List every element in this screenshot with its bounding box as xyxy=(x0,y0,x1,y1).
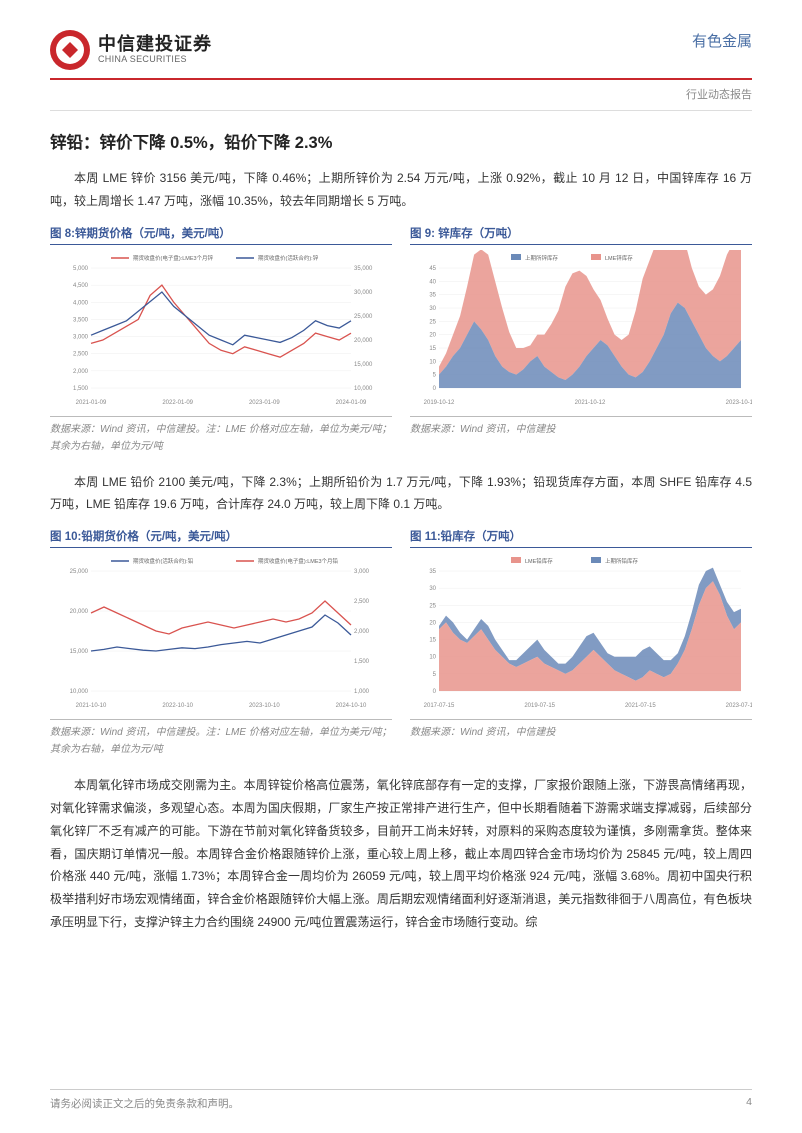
svg-text:2022-01-09: 2022-01-09 xyxy=(162,400,193,406)
svg-text:25: 25 xyxy=(429,603,436,609)
svg-text:LME锌库存: LME锌库存 xyxy=(605,254,633,262)
svg-text:2,500: 2,500 xyxy=(354,599,370,605)
svg-text:20,000: 20,000 xyxy=(70,609,89,615)
svg-text:期货收盘价(活跃合约):铅: 期货收盘价(活跃合约):铅 xyxy=(133,557,194,565)
svg-text:20,000: 20,000 xyxy=(354,338,373,344)
svg-text:0: 0 xyxy=(433,386,437,392)
svg-text:35: 35 xyxy=(429,569,436,575)
svg-text:15,000: 15,000 xyxy=(70,649,89,655)
svg-text:35: 35 xyxy=(429,292,436,298)
svg-text:15,000: 15,000 xyxy=(354,362,373,368)
svg-text:2023-10-10: 2023-10-10 xyxy=(249,703,280,709)
svg-text:2023-10-12: 2023-10-12 xyxy=(726,400,752,406)
svg-text:30: 30 xyxy=(429,306,436,312)
paragraph-3: 本周氧化锌市场成交刚需为主。本周锌锭价格高位震荡，氧化锌底部存有一定的支撑，厂家… xyxy=(50,774,752,934)
chart9-source: 数据来源：Wind 资讯，中信建投 xyxy=(410,416,752,455)
sector-tag: 有色金属 xyxy=(692,33,752,50)
svg-text:2021-10-10: 2021-10-10 xyxy=(76,703,107,709)
chart9: 0 5 10 15 20 25 30 35 40 45 2019-10-12 2021-10-12 20… xyxy=(410,250,752,410)
chart11: 0 5 10 15 20 25 30 35 2017-07-15 2019-07-15 2021-0… xyxy=(410,553,752,713)
chart8-source: 数据来源：Wind 资讯，中信建投。注：LME 价格对应左轴，单位为美元/吨；其… xyxy=(50,416,392,455)
chart10-source: 数据来源：Wind 资讯，中信建投。注：LME 价格对应左轴，单位为美元/吨；其… xyxy=(50,719,392,758)
svg-text:15: 15 xyxy=(429,346,436,352)
svg-text:2023-01-09: 2023-01-09 xyxy=(249,400,280,406)
svg-text:1,500: 1,500 xyxy=(73,386,89,392)
svg-text:4,000: 4,000 xyxy=(73,300,89,306)
chart10-title: 图 10:铅期货价格（元/吨，美元/吨） xyxy=(50,528,392,548)
chart11-source: 数据来源：Wind 资讯，中信建投 xyxy=(410,719,752,758)
chart9-title: 图 9: 锌库存（万吨） xyxy=(410,225,752,245)
svg-text:20: 20 xyxy=(429,332,436,338)
svg-text:2021-10-12: 2021-10-12 xyxy=(575,400,606,406)
footer: 请务必阅读正文之后的免责条款和声明。 4 xyxy=(50,1089,752,1111)
svg-text:3,000: 3,000 xyxy=(73,334,89,340)
svg-text:3,500: 3,500 xyxy=(73,317,89,323)
svg-text:4,500: 4,500 xyxy=(73,283,89,289)
chart8: 1,500 2,000 2,500 3,000 3,500 4,000 4,500 5,000… xyxy=(50,250,392,410)
svg-text:25: 25 xyxy=(429,319,436,325)
svg-text:20: 20 xyxy=(429,621,436,627)
svg-text:期货收盘价(电子盘):LME3个月铅: 期货收盘价(电子盘):LME3个月铅 xyxy=(258,557,339,565)
brand-cn: 中信建投证券 xyxy=(98,35,212,55)
svg-text:2,000: 2,000 xyxy=(73,368,89,374)
svg-text:25,000: 25,000 xyxy=(354,314,373,320)
logo-icon xyxy=(50,30,90,70)
paragraph-1: 本周 LME 锌价 3156 美元/吨，下降 0.46%；上期所锌价为 2.54… xyxy=(50,167,752,213)
svg-text:2021-07-15: 2021-07-15 xyxy=(625,703,656,709)
svg-text:2024-01-09: 2024-01-09 xyxy=(336,400,367,406)
svg-text:上期所锌库存: 上期所锌库存 xyxy=(525,254,559,262)
svg-text:45: 45 xyxy=(429,266,436,272)
page-number: 4 xyxy=(746,1096,752,1111)
svg-text:5: 5 xyxy=(433,372,437,378)
svg-text:2023-07-15: 2023-07-15 xyxy=(726,703,752,709)
chart10: 10,000 15,000 20,000 25,000 1,000 1,500 2,000 2… xyxy=(50,553,392,713)
svg-text:1,500: 1,500 xyxy=(354,659,370,665)
footer-disclaimer: 请务必阅读正文之后的免责条款和声明。 xyxy=(50,1096,239,1111)
svg-text:1,000: 1,000 xyxy=(354,689,370,695)
section-title: 锌铅：锌价下降 0.5%，铅价下降 2.3% xyxy=(50,129,752,153)
svg-text:3,000: 3,000 xyxy=(354,569,370,575)
chart8-title: 图 8:锌期货价格（元/吨，美元/吨） xyxy=(50,225,392,245)
svg-text:40: 40 xyxy=(429,279,436,285)
paragraph-2: 本周 LME 铅价 2100 美元/吨，下降 2.3%；上期所铅价为 1.7 万… xyxy=(50,471,752,517)
svg-text:10: 10 xyxy=(429,655,436,661)
svg-text:2022-10-10: 2022-10-10 xyxy=(162,703,193,709)
svg-text:35,000: 35,000 xyxy=(354,266,373,272)
svg-text:上期所铅库存: 上期所铅库存 xyxy=(605,557,639,565)
brand-logo: 中信建投证券 CHINA SECURITIES xyxy=(50,30,212,70)
svg-text:2021-01-09: 2021-01-09 xyxy=(76,400,107,406)
svg-text:10: 10 xyxy=(429,359,436,365)
svg-text:2019-07-15: 2019-07-15 xyxy=(524,703,555,709)
svg-text:0: 0 xyxy=(433,689,437,695)
svg-text:期货收盘价(电子盘):LME3个月锌: 期货收盘价(电子盘):LME3个月锌 xyxy=(133,254,214,262)
svg-text:LME铅库存: LME铅库存 xyxy=(525,557,553,565)
svg-text:2,000: 2,000 xyxy=(354,629,370,635)
chart11-title: 图 11:铅库存（万吨） xyxy=(410,528,752,548)
svg-text:5,000: 5,000 xyxy=(73,266,89,272)
svg-text:15: 15 xyxy=(429,638,436,644)
svg-text:30,000: 30,000 xyxy=(354,290,373,296)
svg-text:10,000: 10,000 xyxy=(354,386,373,392)
svg-text:期货收盘价(活跃合约):锌: 期货收盘价(活跃合约):锌 xyxy=(258,254,319,262)
svg-text:2024-10-10: 2024-10-10 xyxy=(336,703,367,709)
svg-text:30: 30 xyxy=(429,586,436,592)
brand-en: CHINA SECURITIES xyxy=(98,55,212,65)
report-type: 行业动态报告 xyxy=(50,86,752,111)
svg-text:2019-10-12: 2019-10-12 xyxy=(424,400,455,406)
svg-text:10,000: 10,000 xyxy=(70,689,89,695)
svg-text:2017-07-15: 2017-07-15 xyxy=(424,703,455,709)
svg-text:25,000: 25,000 xyxy=(70,569,89,575)
header: 中信建投证券 CHINA SECURITIES 有色金属 xyxy=(50,30,752,80)
svg-text:5: 5 xyxy=(433,672,437,678)
svg-text:2,500: 2,500 xyxy=(73,351,89,357)
